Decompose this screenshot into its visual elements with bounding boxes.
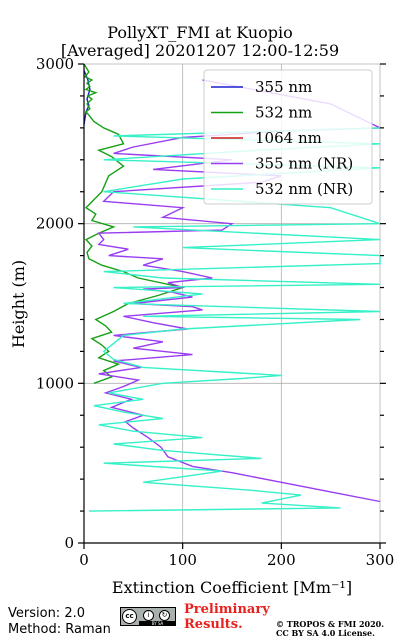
y-tick-label: 3000 <box>36 55 74 73</box>
legend-label: 355 nm (NR) <box>255 155 353 173</box>
chart-subtitle: [Averaged] 20201207 12:00-12:59 <box>60 41 340 60</box>
legend-box <box>203 69 373 205</box>
legend-label: 532 nm <box>255 104 312 122</box>
x-tick-label: 100 <box>168 551 197 569</box>
license-band: BY SA <box>139 621 176 626</box>
cc-by-sa-license-icon: cc i ↻ BY SA <box>120 607 176 626</box>
copyright-note: © TROPOS & FMI 2020. CC BY SA 4.0 Licens… <box>276 620 384 638</box>
preliminary-line-2: Results. <box>184 617 243 632</box>
preliminary-results-note: Preliminary Results. <box>184 602 270 632</box>
legend: 355 nm 532 nm 1064 nm 355 nm (NR) 532 nm (NR… <box>203 69 373 205</box>
x-tick-label: 200 <box>267 551 296 569</box>
y-tick-label: 0 <box>64 534 74 552</box>
y-tick-label: 2000 <box>36 215 74 233</box>
sa-icon: ↻ <box>159 610 170 621</box>
version-label: Version: 2.0 <box>8 606 85 621</box>
copyright-line-1: © TROPOS & FMI 2020. <box>276 619 385 629</box>
copyright-line-2: CC BY SA 4.0 License. <box>276 628 375 638</box>
y-tick-label: 1000 <box>36 374 74 392</box>
y-axis-label: Height (m) <box>9 260 28 348</box>
chart-title: PollyXT_FMI at Kuopio <box>107 23 293 42</box>
method-label: Method: Raman <box>8 622 111 637</box>
preliminary-line-1: Preliminary <box>184 602 270 617</box>
legend-label: 355 nm <box>255 78 312 96</box>
x-tick-label: 300 <box>366 551 395 569</box>
series-line-1 <box>83 63 186 384</box>
cc-icon: cc <box>122 609 137 624</box>
legend-label: 532 nm (NR) <box>255 180 353 198</box>
x-axis-label: Extinction Coefficient [Mm⁻¹] <box>112 578 352 597</box>
series-line-4 <box>88 127 381 512</box>
legend-label: 1064 nm <box>255 129 322 147</box>
x-tick-label: 0 <box>79 551 89 569</box>
by-icon: i <box>143 610 154 621</box>
